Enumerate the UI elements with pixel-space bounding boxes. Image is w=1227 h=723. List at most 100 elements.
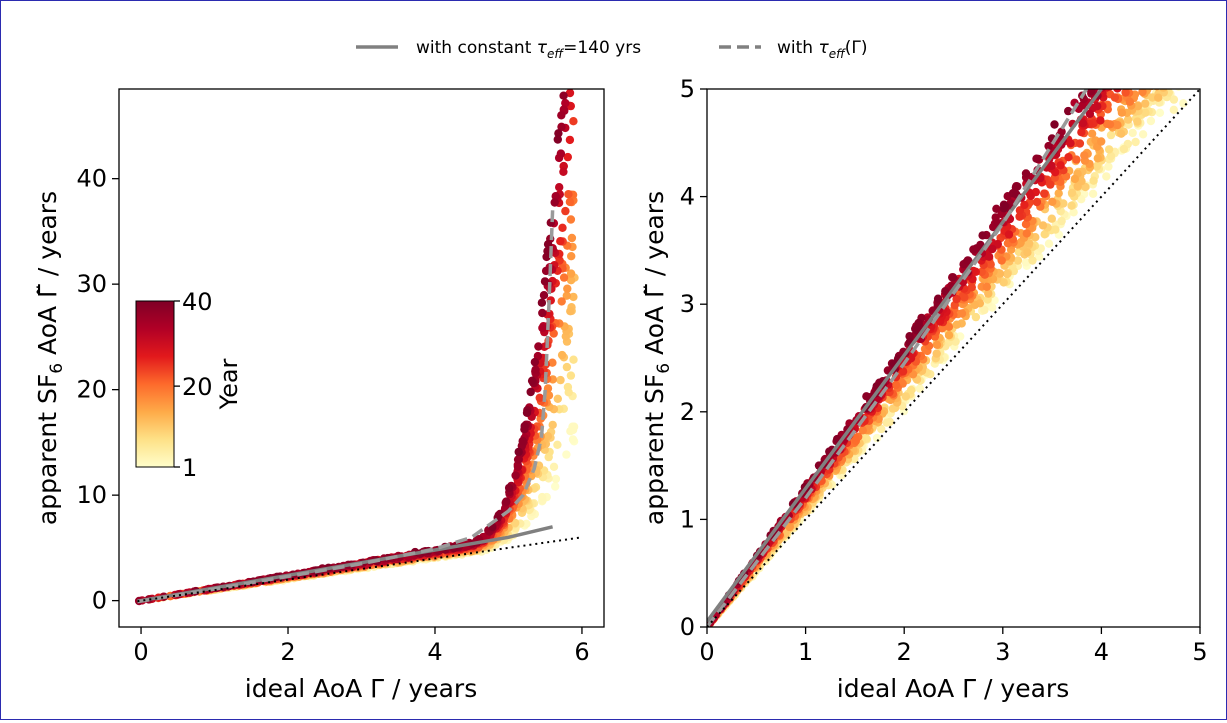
right-scatter-point [1023,248,1032,257]
right-scatter-point [932,349,941,358]
right-scatter-point [1178,40,1186,48]
right-scatter-point [1194,1,1202,9]
right-scatter-point [1113,89,1122,93]
right-scatter-point [1127,4,1135,12]
right-scatter-point [992,204,1001,213]
right-scatter-point [1170,50,1178,58]
right-scatter-point [1167,51,1175,59]
left-scatter-point [563,284,572,293]
left-xtick-label: 4 [427,638,442,666]
right-scatter-point [1192,20,1200,28]
right-scatter-point [1162,23,1170,31]
right-scatter-point [1169,11,1177,19]
right-scatter-point [915,384,925,393]
right-scatter-point [1136,72,1144,80]
right-scatter-point [1050,120,1059,129]
left-ytick-label: 10 [76,481,107,509]
right-scatter-point [1064,106,1073,116]
left-scatter-point [566,307,575,316]
right-scatter-point [1126,13,1134,21]
right-xtick-label: 5 [1192,638,1207,666]
right-scatter-point [1184,14,1192,22]
right-scatter-point [1179,99,1188,108]
right-scatter-point [1136,19,1144,27]
right-scatter-point [1021,220,1031,229]
right-scatter-point [1004,230,1014,239]
right-scatter-point [1100,80,1108,88]
right-scatter-point [1077,177,1086,186]
right-scatter-point [1158,22,1166,30]
right-scatter-point [1124,33,1132,41]
right-scatter-point [1067,201,1076,210]
right-scatter-point [1119,35,1127,43]
right-scatter-point [1124,61,1132,69]
left-scatter-point [530,357,540,367]
right-scatter-point [1181,20,1189,28]
right-scatter-point [1072,155,1081,164]
right-scatter-point [877,424,886,434]
right-scatter-point [1122,67,1130,75]
right-scatter-point [1106,130,1116,140]
left-scatter-point [550,198,559,207]
right-scatter-point [1146,1,1154,6]
left-scatter-point [511,518,520,528]
right-scatter-point [1189,33,1197,41]
right-scatter-point [1170,41,1178,49]
right-scatter-point [1110,79,1118,87]
right-scatter-point [988,244,997,254]
right-scatter-point [1133,117,1142,126]
left-scatter-point [562,362,572,372]
right-scatter-point [1129,65,1137,73]
right-scatter-point [1169,95,1179,104]
right-xtick-label: 2 [897,638,912,666]
right-scatter-point [1150,6,1158,14]
right-scatter-point [1184,25,1192,33]
right-scatter-point [1107,79,1115,87]
right-scatter-point [1183,54,1191,62]
left-scatter-point [557,122,566,131]
right-scatter-point [1130,69,1138,77]
left-scatter-point [553,394,562,403]
right-scatter-point [1101,75,1109,83]
right-scatter-point [1163,30,1171,38]
right-scatter-point [1150,69,1158,77]
right-line-dotted [707,89,1200,627]
right-scatter-point [1077,128,1086,137]
right-scatter-point [995,269,1005,278]
right-scatter-point [1162,61,1170,69]
right-scatter-point [1185,1,1193,2]
right-scatter-point [944,322,954,331]
right-scatter-point [1110,93,1120,102]
right-scatter-point [1097,68,1105,76]
left-ytick-label: 30 [76,270,107,298]
right-scatter-point [1167,72,1175,80]
right-scatter-point [1162,37,1170,45]
right-scatter-point [1113,33,1121,41]
right-scatter-point [997,256,1006,265]
left-scatter-point [548,420,557,430]
right-scatter-point [1137,75,1145,83]
right-scatter-point [1175,21,1183,29]
right-scatter-point [1111,64,1119,72]
left-scatter-point [514,447,523,457]
right-scatter-point [1096,75,1104,83]
right-scatter-point [1194,14,1202,22]
right-scatter-point [1176,61,1184,69]
left-scatter-point [567,252,576,261]
right-scatter-point [1150,21,1158,29]
right-scatter-point [1040,189,1049,198]
right-scatter-point [1185,8,1193,16]
left-scatter-point [569,292,578,302]
right-scatter-point [1138,130,1148,139]
right-scatter-point [1115,33,1123,41]
right-scatter-point [1000,201,1010,210]
right-axes-frame [706,88,1201,628]
left-scatter-point [569,355,578,364]
right-scatter-point [858,426,867,435]
right-scatter-point [1123,77,1131,85]
right-scatter-point [1093,102,1102,111]
right-scatter-point [1164,13,1172,21]
left-scatter-point [559,273,569,282]
right-scatter-point [957,309,967,318]
right-scatter-point [1080,151,1089,160]
